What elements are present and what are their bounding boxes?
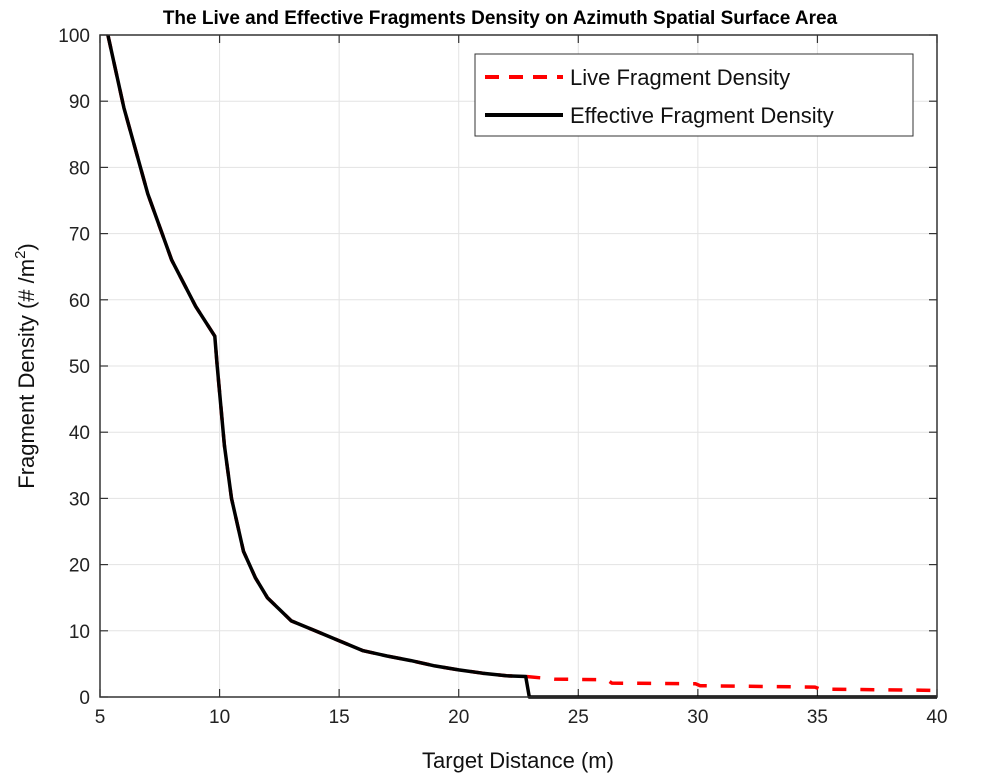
y-axis-label-main: Fragment Density (# /m bbox=[14, 259, 39, 489]
x-tick-label: 25 bbox=[568, 707, 589, 728]
x-tick-label: 10 bbox=[209, 707, 230, 728]
y-tick-label: 90 bbox=[69, 92, 90, 113]
series-effective-fragment-density bbox=[106, 34, 937, 699]
x-tick-label: 15 bbox=[329, 707, 350, 728]
x-tick-label: 5 bbox=[95, 707, 106, 728]
plot-frame bbox=[99, 34, 938, 698]
y-axis-label-superscript: 2 bbox=[12, 251, 29, 259]
x-axis-label: Target Distance (m) bbox=[422, 748, 614, 773]
y-tick-label: 100 bbox=[58, 26, 90, 47]
ticks: 5 10 15 20 25 30 35 40 0 10 20 30 40 50 60 70 80 90 100 bbox=[58, 26, 947, 728]
y-tick-label: 10 bbox=[69, 622, 90, 643]
x-tick-label: 40 bbox=[926, 707, 947, 728]
legend-box bbox=[474, 53, 914, 137]
y-tick-label: 50 bbox=[69, 357, 90, 378]
y-tick-label: 40 bbox=[69, 423, 90, 444]
legend-label-effective: Effective Fragment Density bbox=[570, 103, 834, 128]
legend: Live Fragment Density Effective Fragment… bbox=[474, 53, 914, 137]
y-tick-label: 30 bbox=[69, 489, 90, 510]
x-tick-label: 30 bbox=[687, 707, 708, 728]
y-tick-label: 20 bbox=[69, 556, 90, 577]
y-axis-label: Fragment Density (# /m2) bbox=[12, 243, 39, 489]
y-tick-label: 60 bbox=[69, 291, 90, 312]
y-tick-label: 0 bbox=[79, 688, 90, 709]
y-axis-label-close: ) bbox=[14, 243, 39, 250]
x-tick-label: 35 bbox=[807, 707, 828, 728]
y-tick-label: 80 bbox=[69, 158, 90, 179]
y-tick-label: 70 bbox=[69, 225, 90, 246]
x-tick-label: 20 bbox=[448, 707, 469, 728]
chart-title: The Live and Effective Fragments Density… bbox=[163, 8, 838, 29]
legend-label-live: Live Fragment Density bbox=[570, 65, 790, 90]
series-lines bbox=[106, 34, 938, 699]
